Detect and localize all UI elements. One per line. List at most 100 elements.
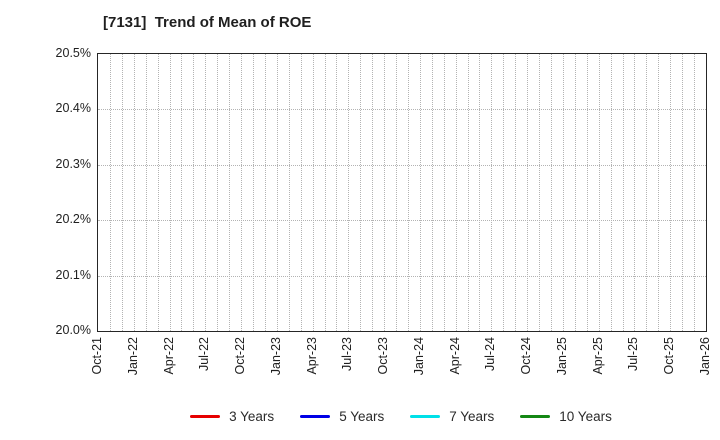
grid-vline (157, 54, 159, 331)
grid-vline (288, 54, 290, 331)
grid-vline (574, 54, 576, 331)
grid-vline (443, 54, 445, 331)
legend-item: 10 Years (520, 409, 612, 424)
x-tick-label: Apr-23 (305, 337, 319, 380)
grid-vline (300, 54, 302, 331)
grid-vline (324, 54, 326, 331)
grid-hline (98, 164, 706, 166)
grid-vline (276, 54, 278, 331)
grid-vline (252, 54, 254, 331)
grid-vline (133, 54, 135, 331)
grid-vline (241, 54, 243, 331)
x-tick-text: Jul-24 (483, 337, 498, 372)
x-tick-label: Apr-25 (591, 337, 605, 380)
x-tick-text: Apr-25 (590, 337, 605, 375)
grid-vline (622, 54, 624, 331)
x-tick-label: Jan-25 (555, 337, 569, 380)
x-tick-text: Apr-22 (161, 337, 176, 375)
legend-swatch (190, 414, 221, 418)
x-tick-label: Jul-23 (340, 337, 354, 376)
grid-vline (467, 54, 469, 331)
grid-vline (217, 54, 219, 331)
grid-vline (455, 54, 457, 331)
grid-vline (694, 54, 696, 331)
grid-vline (562, 54, 564, 331)
grid-vline (598, 54, 600, 331)
grid-vline (419, 54, 421, 331)
x-tick-text: Jul-25 (626, 337, 641, 372)
y-tick-label: 20.3% (55, 156, 91, 171)
grid-vline (682, 54, 684, 331)
grid-vline (312, 54, 314, 331)
x-tick-label: Jan-22 (126, 337, 140, 380)
y-tick-label: 20.5% (55, 46, 91, 60)
plot-area (97, 53, 707, 332)
grid-vline (121, 54, 123, 331)
y-tick-label: 20.2% (55, 212, 91, 227)
grid-hline (98, 109, 706, 111)
x-tick-label: Jul-22 (197, 337, 211, 376)
grid-vline (407, 54, 409, 331)
x-tick-text: Jul-23 (340, 337, 355, 372)
grid-vline (586, 54, 588, 331)
grid-vline (634, 54, 636, 331)
x-tick-text: Oct-23 (376, 337, 391, 375)
legend: 3 Years 5 Years 7 Years 10 Years (97, 403, 705, 429)
grid-vline (527, 54, 529, 331)
x-tick-text: Apr-23 (304, 337, 319, 375)
x-tick-text: Jul-22 (197, 337, 212, 372)
y-tick-label: 20.1% (55, 267, 91, 282)
x-tick-text: Jan-24 (411, 337, 426, 376)
legend-item: 5 Years (300, 409, 384, 424)
x-tick-label: Jan-26 (698, 337, 712, 380)
grid-vline (515, 54, 517, 331)
x-tick-text: Oct-24 (519, 337, 534, 375)
grid-vline (384, 54, 386, 331)
x-tick-text: Jan-26 (698, 337, 712, 376)
x-tick-label: Jul-25 (626, 337, 640, 376)
x-tick-label: Apr-22 (162, 337, 176, 380)
grid-vline (145, 54, 147, 331)
grid-vline (264, 54, 266, 331)
x-tick-label: Oct-25 (662, 337, 676, 380)
grid-vline (503, 54, 505, 331)
x-tick-text: Apr-24 (447, 337, 462, 375)
chart-title: [7131] Trend of Mean of ROE (103, 14, 312, 31)
x-tick-text: Oct-21 (90, 337, 104, 375)
grid-vline (360, 54, 362, 331)
grid-vline (646, 54, 648, 331)
grid-vline (109, 54, 111, 331)
legend-item: 3 Years (190, 409, 274, 424)
grid-vline (479, 54, 481, 331)
grid-vline (431, 54, 433, 331)
y-axis: 20.5% 20.4% 20.3% 20.2% 20.1% 20.0% (0, 46, 91, 337)
x-tick-text: Jan-23 (268, 337, 283, 376)
legend-swatch (520, 414, 551, 418)
grid-vline (336, 54, 338, 331)
grid-vline (372, 54, 374, 331)
grid-vline (169, 54, 171, 331)
grid-hline (98, 220, 706, 222)
grid-hline (98, 275, 706, 277)
legend-label: 5 Years (339, 408, 385, 424)
grid-vline (396, 54, 398, 331)
y-tick-label: 20.0% (55, 323, 91, 337)
x-axis: Oct-21 Jan-22 Apr-22 Jul-22 Oct-22 Jan-23 Apr-… (90, 337, 712, 395)
x-tick-text: Jan-22 (125, 337, 140, 376)
x-tick-label: Oct-24 (519, 337, 533, 380)
legend-swatch (300, 414, 331, 418)
grid-vline (205, 54, 207, 331)
x-tick-text: Oct-22 (233, 337, 248, 375)
x-tick-text: Oct-25 (662, 337, 677, 375)
x-tick-label: Jul-24 (483, 337, 497, 376)
x-tick-label: Apr-24 (448, 337, 462, 380)
legend-swatch (410, 414, 441, 418)
y-tick-label: 20.4% (55, 101, 91, 116)
x-tick-label: Oct-21 (90, 337, 104, 380)
legend-label: 3 Years (229, 408, 275, 424)
grid-vline (181, 54, 183, 331)
grid-vline (551, 54, 553, 331)
x-tick-label: Oct-23 (376, 337, 390, 380)
x-tick-label: Oct-22 (233, 337, 247, 380)
